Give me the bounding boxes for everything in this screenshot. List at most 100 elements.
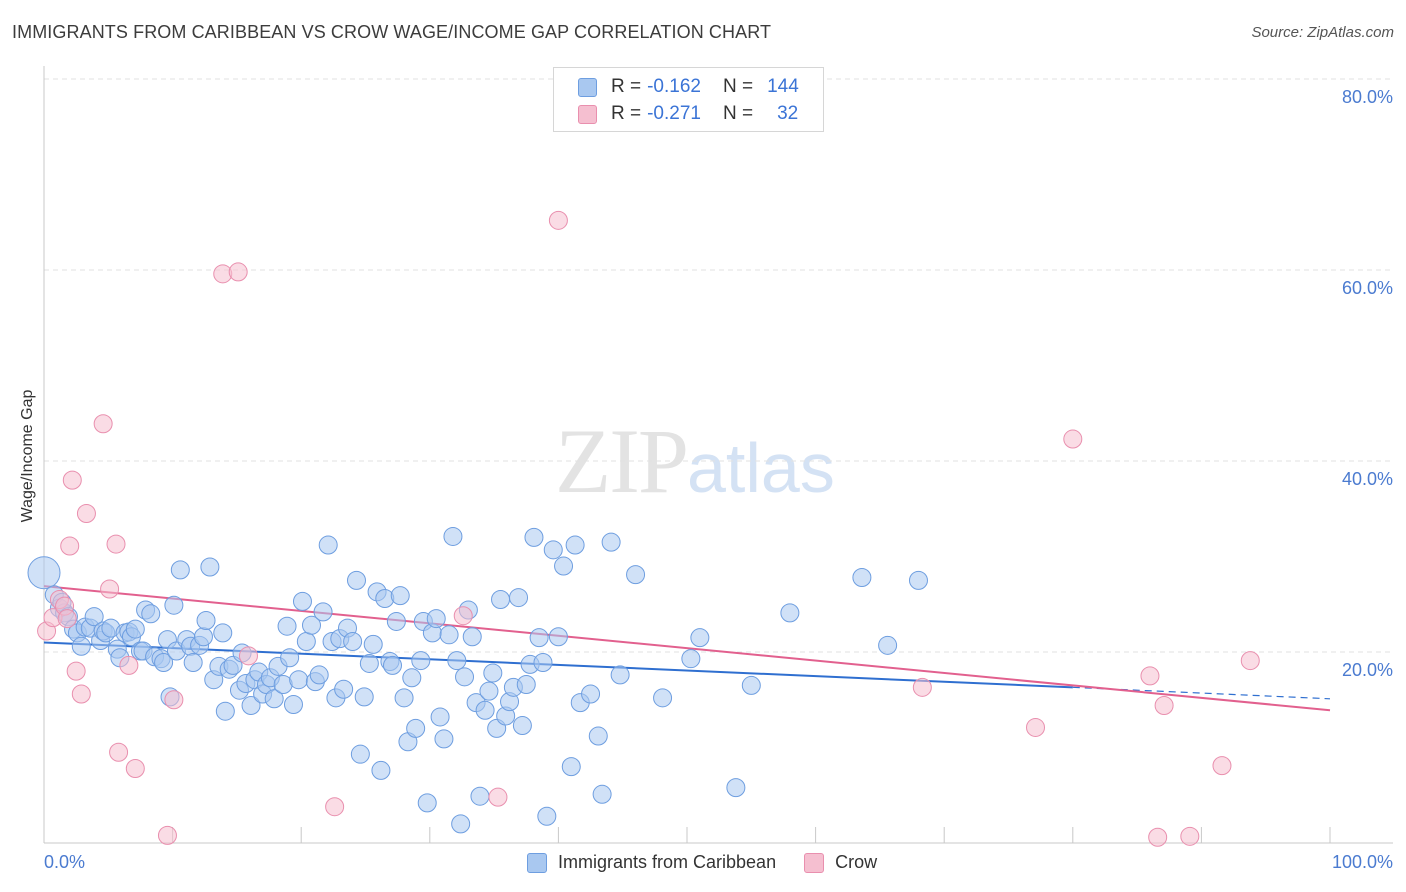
data-point-caribbean: [406, 718, 426, 738]
watermark-atlas: atlas: [687, 429, 835, 507]
data-point-caribbean: [402, 668, 422, 688]
data-point-caribbean: [690, 628, 710, 648]
data-point-caribbean: [592, 784, 612, 804]
data-point-crow: [912, 677, 932, 697]
data-point-caribbean: [430, 707, 450, 727]
data-point-crow: [93, 414, 113, 434]
data-point-crow: [228, 262, 248, 282]
legend-item-caribbean[interactable]: Immigrants from Caribbean: [527, 852, 776, 873]
data-point-caribbean: [852, 568, 872, 588]
data-point-crow: [325, 797, 345, 817]
data-point-crow: [62, 470, 82, 490]
data-point-caribbean: [554, 556, 574, 576]
data-point-caribbean: [780, 603, 800, 623]
data-point-crow: [60, 536, 80, 556]
data-point-crow: [488, 787, 508, 807]
data-point-caribbean: [475, 700, 495, 720]
legend-swatch-blue: [527, 852, 547, 873]
data-point-caribbean: [241, 695, 261, 715]
data-point-crow: [1026, 717, 1046, 737]
data-point-caribbean: [533, 653, 553, 673]
data-point-caribbean: [626, 565, 646, 585]
data-point-caribbean: [264, 689, 284, 709]
data-point-caribbean: [878, 635, 898, 655]
data-point-caribbean: [350, 744, 370, 764]
data-point-caribbean: [346, 570, 366, 590]
r-label: R =: [611, 103, 642, 124]
data-point-caribbean: [394, 688, 414, 708]
data-point-crow: [119, 655, 139, 675]
data-point-crow: [1140, 666, 1160, 686]
data-point-caribbean: [71, 636, 91, 656]
data-point-caribbean: [363, 634, 383, 654]
data-point-crow: [57, 609, 77, 629]
data-point-caribbean: [375, 589, 395, 609]
data-point-caribbean: [610, 665, 630, 685]
data-point-crow: [1240, 651, 1260, 671]
data-point-caribbean: [417, 793, 437, 813]
data-point-caribbean: [193, 627, 213, 647]
data-point-crow: [71, 684, 91, 704]
data-point-caribbean: [200, 557, 220, 577]
y-tick-label-40: 40.0%: [1341, 469, 1393, 489]
data-point-caribbean: [439, 625, 459, 645]
chart-title: IMMIGRANTS FROM CARIBBEAN VS CROW WAGE/I…: [12, 22, 772, 42]
data-point-crow: [157, 825, 177, 845]
data-point-caribbean: [313, 602, 333, 622]
data-point-caribbean: [470, 786, 490, 806]
data-point-caribbean: [343, 631, 363, 651]
legend-label-crow: Crow: [835, 852, 878, 872]
data-point-caribbean: [289, 670, 309, 690]
data-point-caribbean: [524, 527, 544, 547]
legend-swatch-pink: [804, 852, 825, 873]
data-point-caribbean: [277, 616, 297, 636]
data-point-caribbean: [434, 729, 454, 749]
data-point-caribbean: [483, 663, 503, 683]
data-point-caribbean: [726, 778, 746, 798]
data-point-caribbean: [548, 627, 568, 647]
data-point-caribbean: [588, 726, 608, 746]
trend-line-caribbean: [43, 641, 1073, 689]
data-point-crow: [1154, 695, 1174, 715]
legend-swatch-blue: [578, 77, 597, 97]
data-point-caribbean: [390, 586, 410, 606]
legend-item-crow[interactable]: Crow: [804, 852, 877, 873]
series-legend: Immigrants from Caribbean Crow: [527, 852, 905, 873]
data-point-caribbean: [318, 535, 338, 555]
data-point-caribbean: [154, 653, 174, 673]
data-point-caribbean: [215, 701, 235, 721]
data-point-crow: [100, 579, 120, 599]
data-point-caribbean: [543, 540, 563, 560]
r-value: -0.271: [647, 103, 701, 124]
trend-lines: [43, 585, 1331, 712]
data-point-crow: [1148, 827, 1168, 847]
data-point-caribbean: [529, 628, 549, 648]
data-point-caribbean: [164, 595, 184, 615]
data-point-caribbean: [565, 535, 585, 555]
data-point-caribbean: [516, 674, 536, 694]
data-point-crow: [1180, 826, 1200, 846]
data-point-caribbean: [359, 653, 379, 673]
data-point-caribbean: [283, 695, 303, 715]
data-point-caribbean: [371, 760, 391, 780]
data-point-caribbean: [280, 648, 300, 668]
data-point-caribbean: [426, 609, 446, 629]
data-point-caribbean: [196, 610, 216, 630]
data-point-caribbean: [537, 806, 557, 826]
n-value: 32: [777, 103, 799, 124]
r-label: R =: [611, 76, 642, 97]
legend-label-caribbean: Immigrants from Caribbean: [558, 852, 777, 872]
data-point-caribbean: [447, 651, 467, 671]
data-point-caribbean: [479, 681, 499, 701]
data-point-caribbean: [354, 687, 374, 707]
data-point-crow: [66, 661, 86, 681]
data-point-crow: [125, 759, 145, 779]
data-point-caribbean: [309, 665, 329, 685]
grid-lines: [44, 78, 1393, 653]
stats-legend: R = -0.162 N = 144 R = -0.271 N = 32: [553, 67, 824, 132]
data-point-crow: [109, 742, 129, 762]
stats-legend-row-caribbean: R = -0.162 N = 144: [578, 75, 799, 99]
data-point-caribbean: [125, 619, 145, 639]
data-point-caribbean: [561, 757, 581, 777]
n-label: N =: [722, 103, 754, 124]
